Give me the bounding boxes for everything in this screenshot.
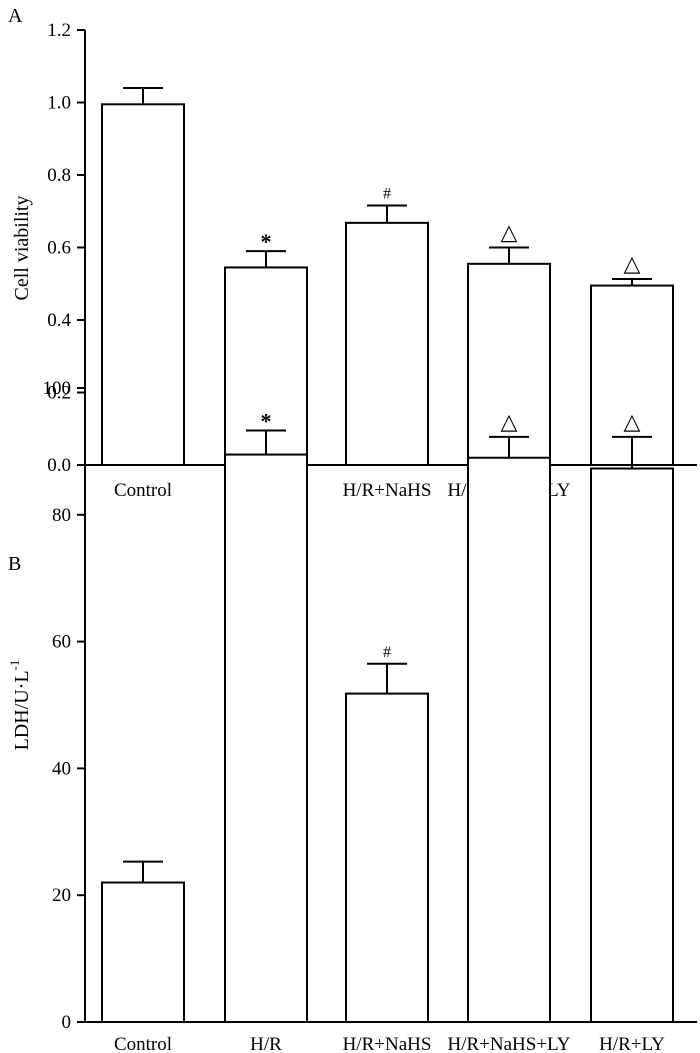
- y-tick-label: 0.2: [47, 383, 71, 404]
- y-tick-label: 0.0: [47, 455, 71, 476]
- x-category-label: H/R+NaHS: [343, 1034, 432, 1053]
- bar-control: [101, 103, 185, 466]
- significance-marker: △: [501, 409, 518, 434]
- y-tick-label: 40: [52, 758, 71, 779]
- panel-letter: B: [8, 553, 21, 575]
- significance-marker: *: [261, 229, 272, 254]
- x-category-label: H/R+LY: [599, 1034, 665, 1053]
- y-axis-title: Cell viability: [11, 196, 33, 301]
- significance-marker: △: [624, 409, 641, 434]
- significance-marker: △: [501, 220, 518, 245]
- bar-h-r-ly: [590, 284, 674, 466]
- bar-h-r-nahs: [345, 692, 429, 1023]
- significance-marker: △: [624, 251, 641, 276]
- y-axis-title: LDH/U·L-1: [7, 660, 33, 751]
- x-category-label: Control: [114, 480, 172, 501]
- x-category-label: H/R+NaHS: [343, 480, 432, 501]
- panel-letter: A: [8, 5, 23, 27]
- y-tick-label: 100: [43, 378, 72, 399]
- y-axis-title-text: LDH/U·L: [11, 670, 33, 750]
- y-tick-label: 0: [62, 1012, 72, 1033]
- y-tick-label: 0.8: [47, 165, 71, 186]
- x-category-label: H/R: [250, 1034, 282, 1053]
- bar-h-r-nahs: [345, 221, 429, 466]
- y-tick-label: 60: [52, 632, 71, 653]
- y-tick-label: 80: [52, 505, 71, 526]
- chart-panel-a: A 0.0 0.2 0.4 0.6 0.8 1.0 1.2 Cell viability Cont…: [8, 5, 697, 501]
- y-tick-label: 0.6: [47, 238, 71, 259]
- y-axis-title-superscript: -1: [7, 660, 22, 671]
- x-category-label: Control: [114, 1034, 172, 1053]
- y-tick-label: 0.4: [47, 310, 71, 331]
- bar-control: [101, 881, 185, 1024]
- chart-panel-b: B 0 20 40 60 80 100 LDH/U·L-1 Control * H/R # H/R+Na…: [7, 378, 697, 1053]
- significance-marker: #: [383, 644, 391, 661]
- y-axis-title-text: Cell viability: [11, 196, 33, 301]
- bar-h-r-nahs-ly: [467, 262, 551, 466]
- bar-h-r-ly: [590, 467, 674, 1023]
- bar-h-r: [224, 453, 308, 1023]
- bar-h-r-nahs-ly: [467, 456, 551, 1023]
- y-tick-label: 20: [52, 885, 71, 906]
- significance-marker: *: [261, 408, 272, 433]
- significance-marker: #: [383, 185, 391, 202]
- y-tick-label: 1.2: [47, 20, 71, 41]
- y-tick-label: 1.0: [47, 93, 71, 114]
- x-category-label: H/R+NaHS+LY: [448, 1034, 571, 1053]
